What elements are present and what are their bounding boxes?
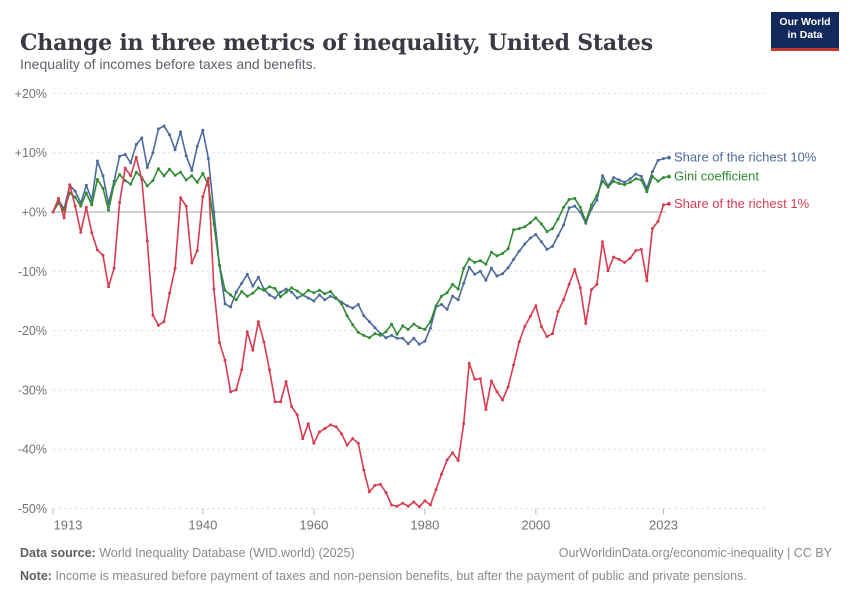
series-label-1[interactable]: Gini coefficient — [674, 169, 759, 184]
series-label-2[interactable]: Share of the richest 1% — [674, 196, 810, 211]
data-source-label: Data source: — [20, 546, 96, 560]
owid-logo[interactable]: Our World in Data — [771, 12, 839, 51]
series-line-1[interactable] — [52, 167, 664, 339]
note-label: Note: — [20, 569, 52, 583]
series-markers-1 — [51, 167, 665, 340]
series-end-dot — [667, 174, 671, 179]
series-markers-2 — [51, 155, 665, 509]
data-source-text: World Inequality Database (WID.world) (2… — [95, 546, 355, 560]
series-markers-0 — [51, 124, 665, 346]
x-axis-label: 1913 — [54, 518, 83, 533]
data-source-line: Data source: World Inequality Database (… — [20, 546, 355, 560]
y-axis-label: -10% — [18, 265, 47, 279]
series-line-0[interactable] — [52, 125, 664, 346]
series-end-dot — [667, 155, 671, 160]
y-axis-label: +20% — [15, 87, 47, 101]
y-axis-label: -40% — [18, 443, 47, 457]
note-line: Note: Income is measured before payment … — [20, 569, 747, 583]
x-axis-label: 1960 — [299, 518, 328, 533]
note-text: Income is measured before payment of tax… — [51, 569, 747, 583]
x-axis-label: 2000 — [521, 518, 550, 533]
owid-logo-line2: in Data — [787, 28, 823, 41]
page-title: Change in three metrics of inequality, U… — [20, 29, 653, 56]
y-axis-label: +0% — [22, 206, 47, 220]
chart-subtitle: Inequality of incomes before taxes and b… — [20, 56, 317, 72]
y-axis-label: -20% — [18, 324, 47, 338]
y-axis-label: -30% — [18, 383, 47, 397]
series-end-dot — [667, 201, 671, 206]
x-axis-label: 1940 — [188, 518, 217, 533]
chart-canvas[interactable]: +20% +10% +0% -10% -20% -30% -40% -50% 1913 1940 1… — [0, 0, 850, 540]
y-axis-label: -50% — [18, 502, 47, 516]
series-label-0[interactable]: Share of the richest 10% — [674, 150, 817, 165]
owid-link[interactable]: OurWorldinData.org/economic-inequality |… — [558, 546, 832, 560]
y-axis-label: +10% — [15, 146, 47, 160]
x-axis-label: 2023 — [649, 518, 678, 533]
x-axis-label: 1980 — [410, 518, 439, 533]
owid-logo-line1: Our World — [779, 16, 831, 28]
